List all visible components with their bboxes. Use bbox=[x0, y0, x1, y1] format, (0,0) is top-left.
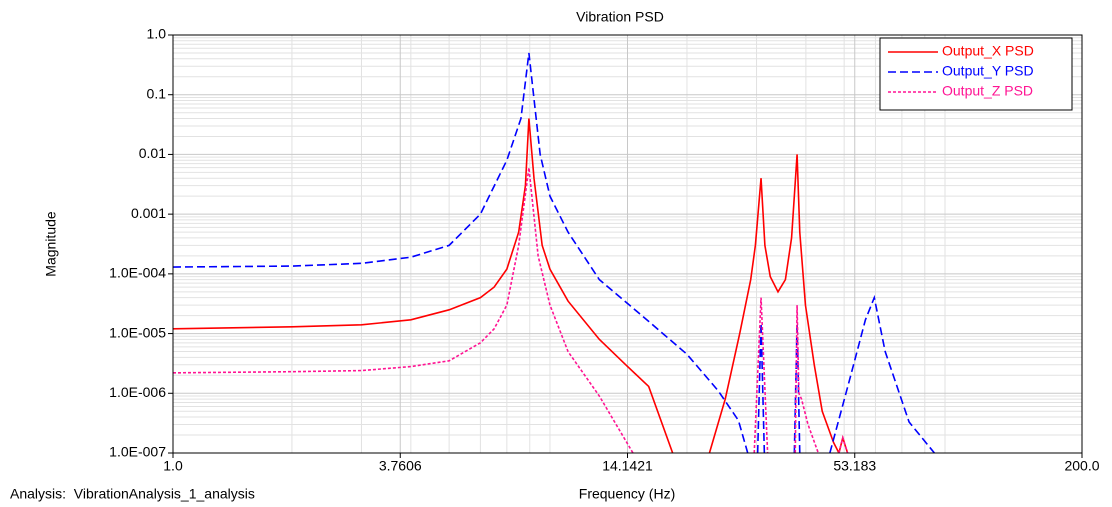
y-tick-label: 1.0E-006 bbox=[109, 384, 166, 400]
y-axis-label: Magnitude bbox=[43, 211, 59, 277]
legend-label: Output_X PSD bbox=[942, 43, 1034, 59]
series-line bbox=[173, 52, 936, 453]
y-tick-label: 1.0E-007 bbox=[109, 444, 166, 460]
legend: Output_X PSD Output_Y PSD Output_Z PSD bbox=[879, 37, 1073, 111]
grid bbox=[172, 34, 1083, 454]
x-tick-label: 1.0 bbox=[163, 458, 183, 474]
y-tick-label: 1.0E-004 bbox=[109, 265, 166, 281]
y-tick-label: 1.0E-005 bbox=[109, 324, 166, 340]
x-axis-label: Frequency (Hz) bbox=[579, 486, 675, 502]
legend-label: Output_Z PSD bbox=[942, 83, 1033, 99]
footer: Analysis: VibrationAnalysis_1_analysis bbox=[10, 486, 255, 502]
series-line bbox=[173, 118, 849, 453]
series-line bbox=[173, 167, 849, 453]
y-tick-label: 1.0 bbox=[147, 26, 167, 42]
curves bbox=[173, 52, 936, 453]
y-tick-label: 0.1 bbox=[147, 85, 167, 101]
legend-label: Output_Y PSD bbox=[942, 63, 1034, 79]
x-tick-label: 14.1421 bbox=[602, 458, 653, 474]
y-tick-label: 0.001 bbox=[131, 205, 166, 221]
x-tick-label: 3.7606 bbox=[379, 458, 422, 474]
x-tick-label: 200.0 bbox=[1064, 458, 1099, 474]
chart-title: Vibration PSD bbox=[576, 9, 664, 25]
y-tick-label: 0.01 bbox=[139, 145, 166, 161]
legend-box bbox=[879, 37, 1073, 111]
x-tick-label: 53.183 bbox=[833, 458, 876, 474]
